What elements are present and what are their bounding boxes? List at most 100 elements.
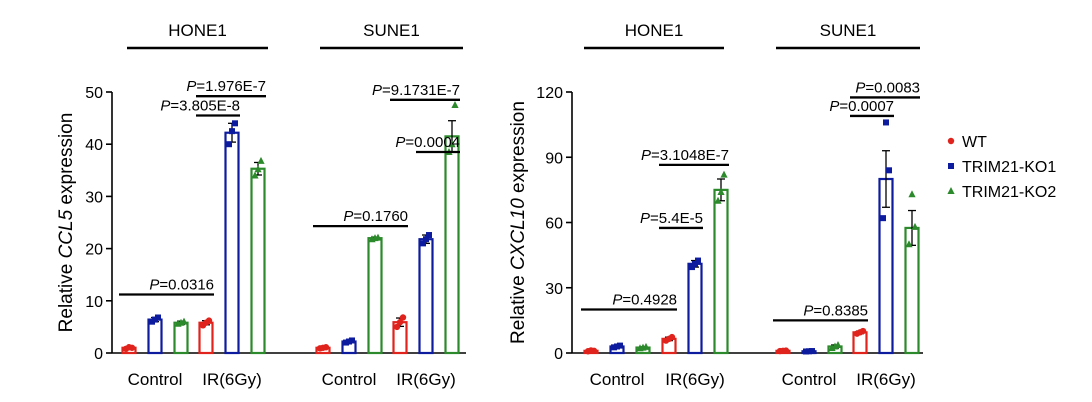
p-value-label: P=3.805E-8 [160, 97, 240, 114]
data-point [448, 140, 456, 148]
data-point [665, 335, 673, 343]
y-tick-label: 0 [554, 346, 563, 363]
bar [713, 188, 729, 355]
y-axis-title-gene: CCL5 [56, 209, 77, 258]
legend-label: TRIM21-KO1 [962, 159, 1056, 176]
p-value-label: P=1.976E-7 [186, 78, 266, 95]
y-tick-label: 20 [85, 242, 103, 259]
y-tick-label: 120 [536, 85, 563, 102]
data-point [254, 165, 262, 173]
data-point [806, 348, 812, 355]
data-point [779, 347, 787, 355]
p-value-prefix: P [612, 292, 622, 309]
data-point [720, 170, 728, 178]
data-point [232, 120, 238, 127]
data-point [423, 236, 429, 243]
data-point [346, 338, 352, 345]
p-value-text: =0.8385 [813, 302, 868, 319]
data-point [717, 188, 725, 196]
p-value-label: P=0.4928 [612, 292, 677, 309]
y-axis-title-suffix: expression [56, 113, 77, 210]
data-point [614, 343, 620, 350]
bar [367, 237, 383, 355]
p-value-label: P=0.1760 [343, 208, 408, 225]
y-axis-title: Relative CXCL10 expression [508, 101, 529, 344]
data-point [908, 190, 916, 198]
group-label: SUNE1 [820, 21, 877, 40]
p-value-text: =5.4E-5 [650, 210, 703, 227]
data-point [587, 347, 595, 354]
y-tick-label: 60 [545, 216, 563, 233]
p-value-label: P=3.1048E-7 [641, 147, 729, 164]
p-value-text: =0.4928 [622, 292, 677, 309]
y-axis-title-gene: CXCL10 [508, 198, 529, 270]
data-point [911, 222, 919, 230]
data-point [257, 156, 265, 164]
data-point [880, 215, 886, 222]
group-label: SUNE1 [363, 21, 420, 40]
y-tick-label: 30 [85, 189, 103, 206]
p-value-label: P=5.4E-5 [640, 210, 703, 227]
bar [444, 135, 460, 355]
category-label: Control [322, 370, 377, 389]
y-tick-label: 30 [545, 281, 563, 298]
p-value-prefix: P [641, 147, 651, 164]
bar [224, 131, 240, 355]
category-label: IR(6Gy) [856, 370, 916, 389]
p-value-text: =9.1731E-7 [382, 82, 460, 99]
p-value-prefix: P [829, 98, 839, 115]
data-point [886, 167, 892, 174]
p-value-label: P=9.1731E-7 [372, 82, 460, 99]
data-point [689, 264, 695, 271]
category-label: IR(6Gy) [665, 370, 725, 389]
legend-label: WT [962, 134, 987, 151]
bar [250, 167, 266, 355]
p-value-label: P=0.0316 [149, 277, 214, 294]
y-axis-title-prefix: Relative [56, 258, 77, 332]
p-value-text: =0.0004 [405, 134, 460, 151]
legend: WT TRIM21-KO1 TRIM21-KO2 [947, 134, 1056, 201]
category-label: Control [590, 370, 645, 389]
p-value-text: =0.0083 [865, 79, 920, 96]
data-point [695, 257, 701, 264]
data-point [692, 260, 698, 267]
legend-marker [948, 163, 954, 169]
data-point [319, 344, 327, 351]
data-point [856, 329, 864, 336]
y-tick-label: 10 [85, 294, 103, 311]
p-value-prefix: P [186, 78, 196, 95]
group-label: HONE1 [625, 21, 684, 40]
data-point [420, 240, 426, 247]
category-label: IR(6Gy) [396, 370, 456, 389]
data-point [883, 119, 889, 126]
data-point [905, 240, 913, 248]
p-value-prefix: P [395, 134, 405, 151]
data-point [152, 316, 158, 323]
data-point [714, 196, 722, 204]
data-point [226, 141, 232, 148]
category-label: Control [782, 370, 837, 389]
p-value-text: =1.976E-7 [196, 78, 266, 95]
p-value-label: P=0.8385 [803, 302, 868, 319]
legend-marker [947, 187, 955, 194]
p-value-prefix: P [640, 210, 650, 227]
data-point [639, 343, 647, 351]
y-axis-title-prefix: Relative [508, 270, 529, 344]
p-value-text: =0.0316 [159, 277, 214, 294]
category-label: IR(6Gy) [202, 370, 262, 389]
p-value-prefix: P [149, 277, 159, 294]
bar [173, 321, 189, 355]
ccl5-panel: 0 10 20 30 40 50 Relative CCL5 expression HONE1… [56, 21, 466, 389]
legend-marker [947, 137, 955, 145]
p-value-prefix: P [160, 97, 170, 114]
p-value-label: P=0.0083 [855, 79, 920, 96]
data-point [451, 101, 459, 109]
category-label: Control [128, 370, 183, 389]
legend-label: TRIM21-KO2 [962, 184, 1056, 201]
p-value-label: P=0.0004 [395, 134, 460, 151]
p-value-text: =3.805E-8 [170, 97, 240, 114]
bar [687, 262, 703, 355]
data-point [371, 234, 379, 242]
y-tick-label: 90 [545, 150, 563, 167]
